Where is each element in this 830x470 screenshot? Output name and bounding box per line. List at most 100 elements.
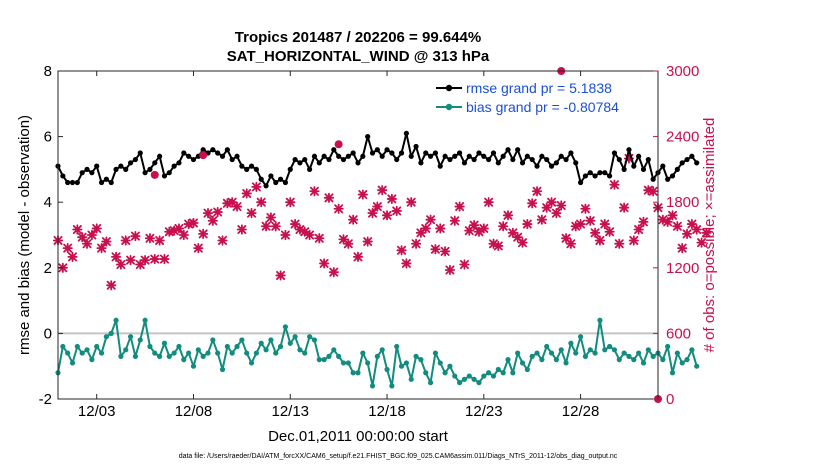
- obs-assimilated-marker: [319, 258, 330, 269]
- obs-assimilated-marker: [202, 208, 214, 219]
- obs-assimilated-marker: [662, 216, 673, 227]
- obs-assimilated-marker: [623, 153, 635, 164]
- bias-point: [350, 370, 356, 376]
- rmse-point: [544, 156, 550, 163]
- obs-assimilated-marker: [406, 197, 417, 208]
- bias-point: [244, 350, 250, 356]
- obs-assimilated-marker: [696, 237, 707, 248]
- y-tick-right-label: 600: [666, 325, 691, 342]
- obs-assimilated-marker: [667, 210, 678, 221]
- obs-assimilated-marker: [77, 232, 88, 243]
- bias-point: [84, 347, 90, 353]
- bias-point: [379, 347, 385, 353]
- bias-point: [215, 350, 221, 356]
- rmse-point: [98, 179, 105, 186]
- obs-assimilated-marker: [498, 221, 509, 232]
- bias-point: [427, 380, 434, 386]
- bias-point: [432, 350, 439, 356]
- obs-assimilated-marker: [454, 201, 465, 212]
- rmse-point: [394, 156, 400, 163]
- obs-assimilated-marker: [289, 218, 301, 230]
- rmse-point: [481, 153, 487, 159]
- rmse-point: [674, 166, 680, 172]
- obs-assimilated-marker: [633, 224, 644, 235]
- rmse-point: [660, 163, 666, 169]
- obs-assimilated-marker: [643, 185, 654, 196]
- rmse-point: [132, 156, 139, 163]
- obs-assimilated-marker: [265, 212, 277, 223]
- obs-assimilated-marker: [459, 259, 470, 270]
- bias-point: [103, 334, 109, 340]
- rmse-point: [457, 150, 463, 156]
- rmse-point: [577, 179, 584, 186]
- rmse-point: [219, 153, 226, 159]
- obs-assimilated-marker: [628, 235, 639, 246]
- bias-point: [650, 353, 656, 359]
- chart-title: Tropics 201487 / 202206 = 99.644%: [235, 29, 481, 46]
- rmse-point: [611, 150, 618, 156]
- obs-assimilated-marker: [415, 227, 427, 238]
- bias-point: [190, 363, 197, 369]
- bias-point: [398, 363, 405, 369]
- bias-point: [219, 366, 226, 373]
- rmse-point: [331, 147, 337, 153]
- rmse-point: [602, 170, 608, 176]
- obs-assimilated-marker: [227, 197, 238, 208]
- bias-point: [171, 350, 177, 356]
- rmse-point: [679, 160, 685, 166]
- rmse-point: [229, 156, 235, 163]
- obs-assimilated-marker: [285, 197, 296, 208]
- obs-assimilated-marker: [619, 202, 630, 213]
- obs-assimilated-marker: [207, 215, 218, 226]
- obs-possible-marker: [150, 170, 159, 179]
- obs-assimilated-marker: [338, 234, 349, 245]
- rmse-point: [94, 163, 100, 169]
- bias-point: [669, 370, 676, 376]
- bias-point: [273, 350, 279, 356]
- x-tick-label: 12/13: [271, 403, 309, 420]
- obs-assimilated-marker: [222, 198, 233, 209]
- obs-assimilated-marker: [546, 197, 557, 208]
- rmse-point: [500, 153, 506, 159]
- rmse-point: [350, 150, 356, 156]
- rmse-point: [282, 179, 289, 186]
- obs-assimilated-marker: [144, 233, 156, 244]
- obs-assimilated-marker: [154, 235, 165, 246]
- bias-point: [418, 357, 424, 363]
- obs-assimilated-marker: [178, 229, 189, 241]
- bias-point: [548, 350, 555, 356]
- obs-assimilated-marker: [115, 259, 127, 270]
- series-layer: [52, 67, 712, 403]
- bias-point: [563, 360, 569, 366]
- obs-assimilated-marker: [352, 251, 364, 262]
- rmse-point: [636, 153, 642, 159]
- rmse-point: [137, 150, 143, 156]
- obs-assimilated-marker: [614, 238, 625, 249]
- bias-point: [229, 350, 235, 356]
- x-tick-label: 12/08: [175, 403, 213, 420]
- bias-point: [684, 357, 690, 363]
- obs-assimilated-marker: [106, 280, 117, 291]
- y-tick-right-label: 2400: [666, 129, 699, 146]
- bias-point: [142, 317, 148, 323]
- bias-point: [74, 343, 80, 350]
- bias-point: [65, 350, 71, 356]
- obs-assimilated-marker: [251, 181, 262, 192]
- rmse-point: [689, 153, 695, 159]
- obs-assimilated-marker: [430, 244, 441, 255]
- obs-assimilated-marker: [531, 186, 543, 197]
- obs-assimilated-marker: [681, 228, 693, 240]
- obs-assimilated-marker: [280, 229, 291, 241]
- bias-point: [321, 357, 327, 363]
- y-tick-left-label: 0: [44, 325, 52, 342]
- rmse-point: [684, 156, 690, 163]
- rmse-point: [365, 134, 371, 140]
- bias-point: [253, 350, 259, 356]
- obs-assimilated-marker: [527, 198, 538, 209]
- obs-possible-marker: [199, 151, 208, 160]
- rmse-point: [176, 160, 182, 166]
- y-tick-right-label: 1200: [666, 260, 699, 277]
- bias-point: [268, 337, 274, 343]
- obs-assimilated-marker: [270, 221, 281, 232]
- rmse-point: [79, 170, 85, 176]
